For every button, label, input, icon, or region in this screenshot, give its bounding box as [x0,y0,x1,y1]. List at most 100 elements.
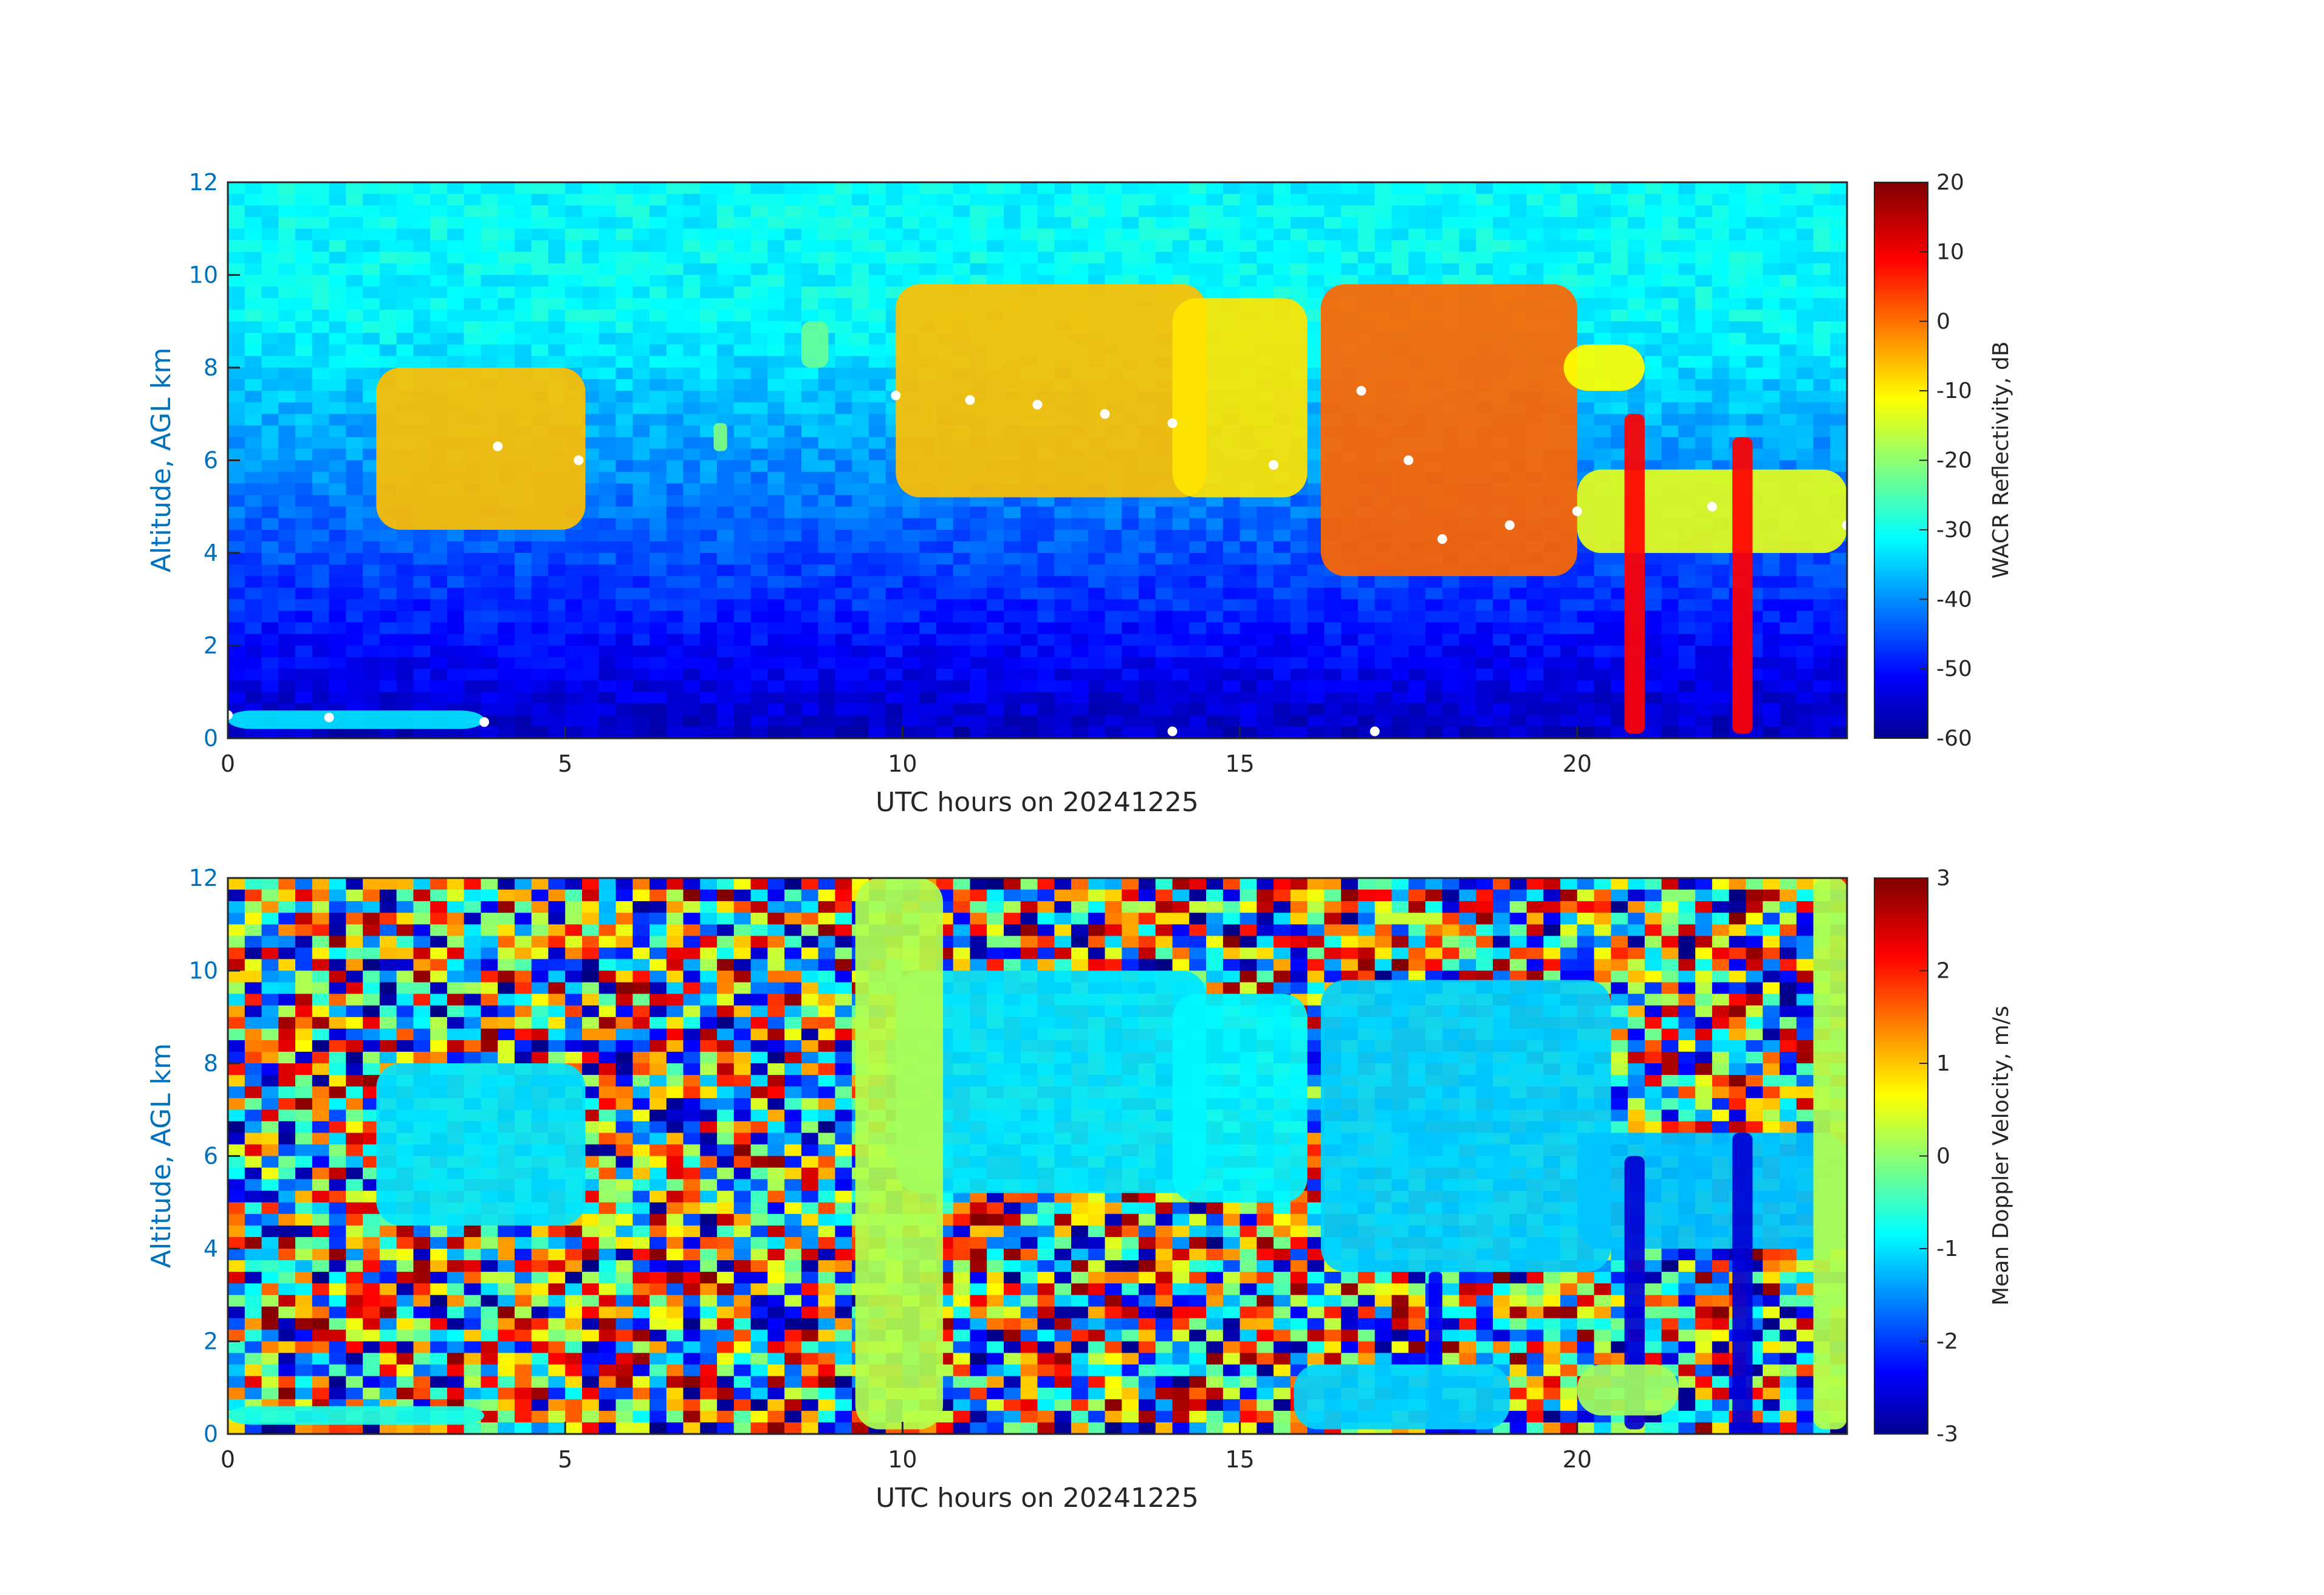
background-cell [481,355,498,368]
background-cell [1712,622,1730,635]
background-cell [733,576,752,588]
background-cell [1408,275,1426,287]
background-cell [683,448,701,461]
background-cell [1476,194,1493,206]
background-cell [1037,901,1055,913]
colorbar-tick-label: -50 [1936,657,1972,682]
background-cell [750,645,768,658]
background-cell [818,379,835,391]
background-cell [666,890,684,902]
reflectivity-x-ticks: 0 5 10 15 20 [221,726,1592,777]
background-cell [447,240,465,252]
echo-feature [1732,437,1753,734]
background-cell [1763,275,1780,287]
background-cell [717,483,735,496]
background-cell [565,194,583,206]
background-cell [1425,182,1443,194]
background-cell [919,611,937,623]
background-cell [784,379,802,391]
background-cell [1054,506,1072,519]
background-cell [767,715,785,727]
background-cell [1307,890,1325,902]
background-cell [514,205,532,218]
background-cell [987,878,1004,890]
background-cell [1644,194,1662,206]
echo-feature [896,284,1207,498]
background-cell [228,263,245,276]
background-cell [430,576,448,588]
background-cell [363,240,380,252]
background-cell [329,228,346,241]
background-cell [363,564,380,577]
background-cell [1206,726,1224,739]
background-cell [632,506,650,519]
background-cell [1493,194,1510,206]
background-cell [1425,715,1443,727]
background-cell [1324,703,1342,716]
background-cell [598,460,617,473]
background-cell [1611,194,1628,206]
background-cell [970,506,987,519]
background-cell [1139,588,1156,600]
background-cell [936,252,954,264]
background-cell [1239,901,1257,913]
background-cell [1004,576,1021,588]
background-cell [498,263,515,276]
background-cell [666,611,684,623]
background-cell [666,680,684,693]
background-cell [278,645,296,658]
background-cell [1796,414,1814,426]
background-cell [852,321,869,334]
background-cell [1560,252,1578,264]
background-cell [801,205,819,218]
background-cell [447,645,465,658]
background-cell [1442,263,1460,276]
background-cell [919,703,937,716]
background-cell [1391,263,1409,276]
background-cell [430,541,448,554]
background-cell [1763,321,1780,334]
background-cell [1780,680,1797,693]
background-cell [919,588,937,600]
background-cell [1830,425,1848,437]
background-cell [1307,425,1325,437]
background-cell [1712,599,1730,611]
background-cell [1122,680,1139,693]
background-cell [598,344,617,357]
background-cell [1628,878,1645,890]
background-cell [1172,228,1190,241]
background-cell [615,645,633,658]
background-cell [1560,726,1578,739]
background-cell [295,228,313,241]
background-cell [835,263,852,276]
background-cell [818,298,835,310]
background-cell [1425,588,1443,600]
background-cell [733,634,752,647]
background-cell [1509,890,1527,902]
background-cell [953,622,971,635]
background-cell [1037,263,1055,276]
background-cell [1408,217,1426,229]
background-cell [244,309,262,322]
background-cell [1442,588,1460,600]
background-cell [1796,217,1814,229]
background-cell [615,506,633,519]
background-cell [1543,275,1561,287]
background-cell [1830,344,1848,357]
background-cell [970,564,987,577]
background-cell [598,588,617,600]
background-cell [1071,691,1089,704]
background-cell [514,878,532,890]
background-cell [1256,252,1274,264]
background-cell [261,680,279,693]
background-cell [312,321,330,334]
background-cell [1071,599,1089,611]
background-cell [868,541,886,554]
background-cell [1476,703,1493,716]
background-cell [700,901,718,913]
background-cell [615,252,633,264]
background-cell [1307,878,1325,890]
background-cell [1476,611,1493,623]
background-cell [329,668,346,681]
background-cell [818,622,835,635]
